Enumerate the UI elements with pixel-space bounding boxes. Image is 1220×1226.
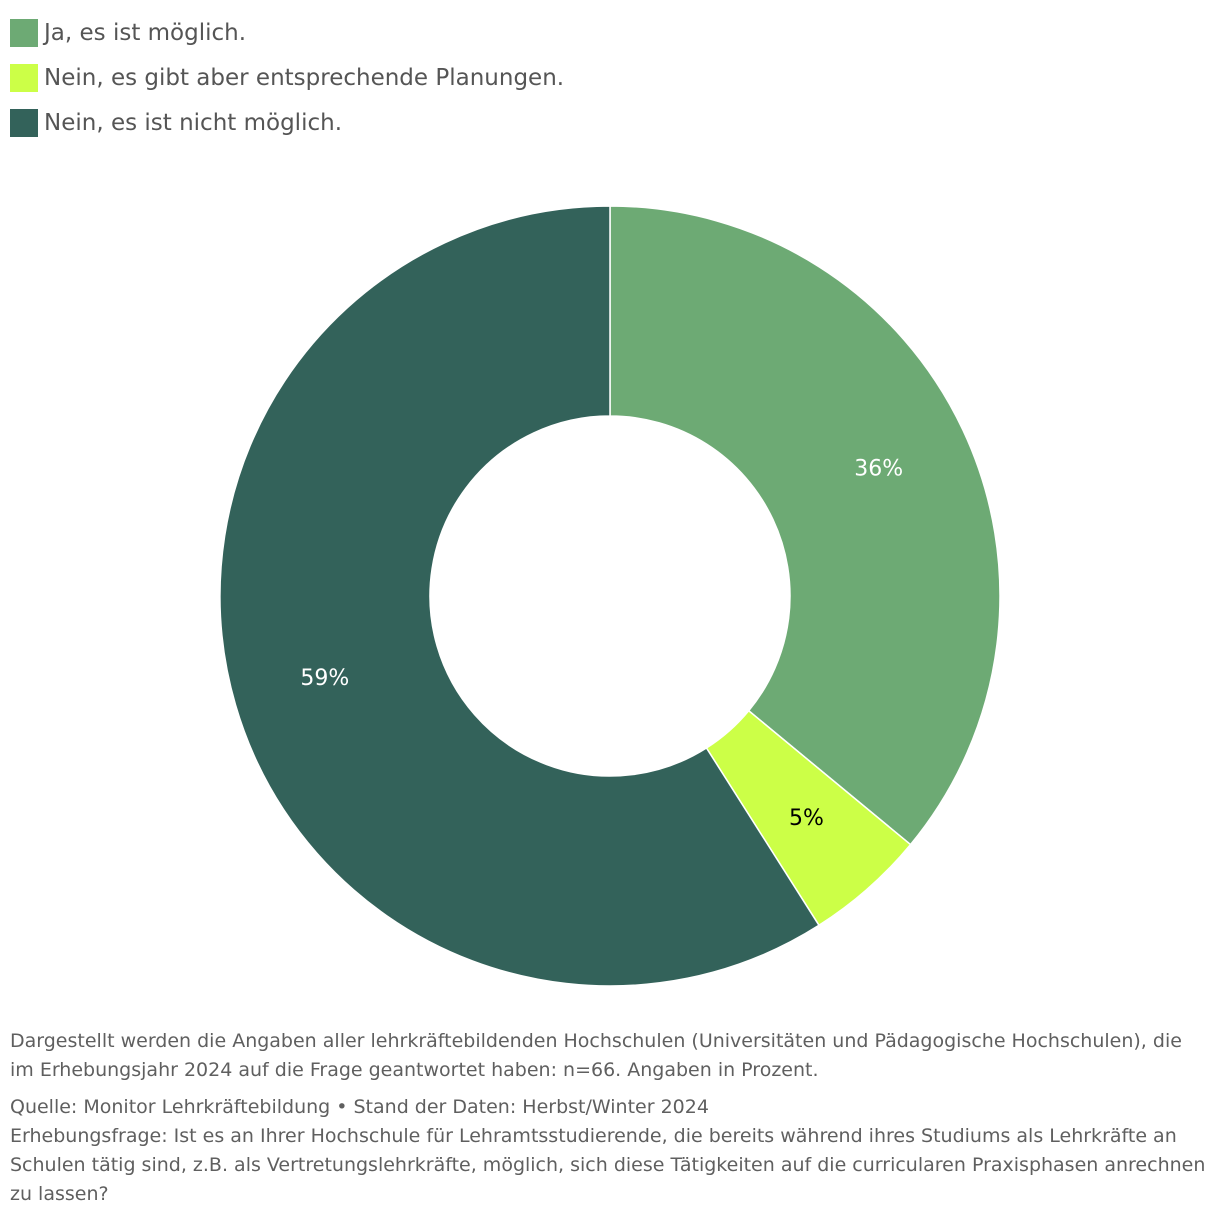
legend-swatch	[10, 18, 38, 47]
slice-nein[interactable]	[219, 205, 821, 987]
legend: Ja, es ist möglich. Nein, es gibt aber e…	[10, 10, 564, 145]
slice-value-label: 59%	[300, 666, 349, 691]
donut-chart: 36% 5% 59%	[219, 205, 1001, 987]
legend-item-ja[interactable]: Ja, es ist möglich.	[10, 10, 564, 55]
legend-swatch	[10, 108, 38, 137]
legend-item-planungen[interactable]: Nein, es gibt aber entsprechende Planung…	[10, 55, 564, 100]
slice-ja[interactable]	[609, 205, 1001, 846]
survey-question: Erhebungsfrage: Ist es an Ihrer Hochschu…	[10, 1125, 1206, 1205]
slice-value-label: 36%	[854, 457, 903, 482]
legend-label: Ja, es ist möglich.	[44, 19, 247, 46]
legend-label: Nein, es gibt aber entsprechende Planung…	[44, 64, 565, 91]
chart-footer: Dargestellt werden die Angaben aller leh…	[10, 1027, 1210, 1209]
chart-description: Dargestellt werden die Angaben aller leh…	[10, 1030, 1182, 1081]
legend-item-nein[interactable]: Nein, es ist nicht möglich.	[10, 100, 564, 145]
slice-value-label: 5%	[789, 806, 824, 831]
chart-source: Quelle: Monitor Lehrkräftebildung • Stan…	[10, 1096, 709, 1118]
legend-label: Nein, es ist nicht möglich.	[44, 109, 343, 136]
legend-swatch	[10, 63, 38, 92]
